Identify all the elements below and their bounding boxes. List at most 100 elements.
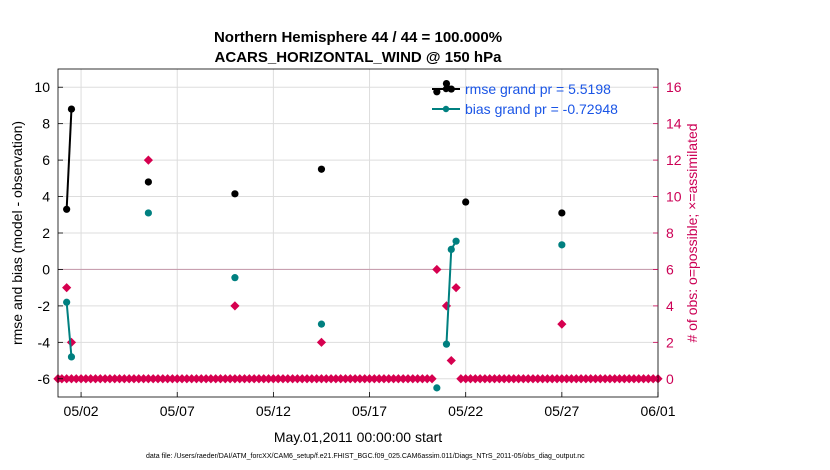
obs-count-zero-marker <box>369 374 379 384</box>
legend-bias-marker <box>442 105 450 113</box>
obs-count-zero-marker <box>533 374 543 384</box>
obs-count-zero-marker <box>461 374 471 384</box>
obs-count-zero-marker <box>158 374 168 384</box>
obs-count-zero-marker <box>331 374 341 384</box>
obs-count-zero-marker <box>143 374 153 384</box>
y-tick-label: 2 <box>42 225 50 241</box>
obs-count-marker <box>451 283 461 293</box>
footer-data-file: data file: /Users/raeder/DAI/ATM_forcXX/… <box>146 453 585 460</box>
y-tick-label: -4 <box>38 334 51 350</box>
obs-count-zero-marker <box>312 374 322 384</box>
obs-count-zero-marker <box>398 374 408 384</box>
obs-count-zero-marker <box>211 374 221 384</box>
obs-count-zero-marker <box>557 374 567 384</box>
bias-point <box>452 237 460 245</box>
obs-count-zero-marker <box>528 374 538 384</box>
obs-count-zero-marker <box>307 374 317 384</box>
obs-count-zero-marker <box>408 374 418 384</box>
obs-count-zero-marker <box>172 374 182 384</box>
obs-count-zero-marker <box>321 374 331 384</box>
obs-count-marker <box>62 283 72 293</box>
obs-count-zero-marker <box>268 374 278 384</box>
obs-count-zero-marker <box>586 374 596 384</box>
rmse-point <box>231 190 239 198</box>
grid <box>58 69 659 397</box>
obs-count-zero-marker <box>273 374 283 384</box>
obs-count-zero-marker <box>124 374 134 384</box>
bias-point <box>317 320 326 328</box>
obs-count-zero-marker <box>480 374 490 384</box>
obs-count-zero-marker <box>499 374 509 384</box>
obs-count-zero-marker <box>513 374 524 384</box>
obs-count-zero-marker <box>163 374 173 384</box>
x-tick-label: 05/07 <box>160 403 195 419</box>
y-tick-label: 10 <box>34 79 50 95</box>
obs-count-zero-marker <box>71 374 81 384</box>
obs-count-zero-marker <box>523 374 533 384</box>
y-right-tick-label: 16 <box>666 79 682 95</box>
obs-count-zero-marker <box>259 374 269 384</box>
obs-count-zero-marker <box>220 374 230 384</box>
obs-count-zero-marker <box>355 374 365 384</box>
bias-point <box>67 353 76 361</box>
chart-title: Northern Hemisphere 44 / 44 = 100.000% <box>214 29 502 46</box>
obs-count-zero-marker <box>552 374 562 384</box>
obs-count-zero-marker <box>494 374 504 384</box>
obs-count-zero-marker <box>374 374 384 384</box>
obs-count-zero-marker <box>350 374 360 384</box>
obs-count-zero-marker <box>571 374 581 384</box>
obs-count-zero-marker <box>403 374 413 384</box>
y-tick-label: 6 <box>42 152 50 168</box>
obs-count-zero-marker <box>388 374 399 384</box>
y-right-tick-label: 8 <box>666 225 674 241</box>
legend-bias-label: bias grand pr = -0.72948 <box>465 101 618 117</box>
obs-count-marker <box>446 355 456 366</box>
obs-count-zero-marker <box>465 374 476 384</box>
obs-count-zero-marker <box>634 374 644 384</box>
obs-count-marker <box>441 301 452 311</box>
chart-subtitle: ACARS_HORIZONTAL_WIND @ 150 hPa <box>215 49 503 66</box>
obs-count-zero-marker <box>364 374 375 384</box>
obs-count-zero-marker <box>278 374 288 384</box>
obs-count-zero-marker <box>504 374 514 384</box>
obs-count-zero-marker <box>581 374 591 384</box>
obs-count-zero-marker <box>379 374 389 384</box>
y-right-tick-label: 14 <box>666 116 682 132</box>
y-right-tick-label: 10 <box>666 189 682 205</box>
obs-count-zero-marker <box>86 374 96 384</box>
x-tick-label: 05/12 <box>256 403 291 419</box>
obs-count-marker <box>557 319 567 329</box>
y-tick-label: 0 <box>42 261 50 277</box>
obs-count-zero-marker <box>610 374 620 384</box>
rmse-line <box>65 109 73 210</box>
obs-count-zero-marker <box>470 374 480 384</box>
obs-count-zero-marker <box>191 374 202 384</box>
obs-count-zero-marker <box>134 374 144 384</box>
series-layer <box>53 79 663 392</box>
rmse-point <box>63 205 71 213</box>
obs-count-marker <box>230 301 240 311</box>
obs-count-zero-marker <box>345 374 355 384</box>
legend-rmse-marker <box>442 85 450 93</box>
obs-count-zero-marker <box>417 374 428 384</box>
obs-count-zero-marker <box>427 374 437 384</box>
obs-count-zero-marker <box>336 374 346 384</box>
obs-count-zero-marker <box>66 374 77 384</box>
obs-count-zero-marker <box>239 374 250 384</box>
x-tick-label: 05/17 <box>352 403 387 419</box>
obs-count-zero-marker <box>326 374 336 384</box>
y-axis-right-label: # of obs: o=possible; ×=assimilated <box>684 123 700 342</box>
bias-point <box>231 274 239 282</box>
obs-count-zero-marker <box>182 374 192 384</box>
obs-count-zero-marker <box>489 374 500 384</box>
y-tick-label: 8 <box>42 116 50 132</box>
y-right-tick-label: 0 <box>666 371 674 387</box>
y-axis-label: rmse and bias (model - observation) <box>9 121 25 345</box>
obs-count-zero-marker <box>225 374 235 384</box>
obs-count-zero-marker <box>215 374 226 384</box>
obs-count-zero-marker <box>283 374 293 384</box>
obs-count-zero-marker <box>624 374 634 384</box>
obs-count-zero-marker <box>235 374 245 384</box>
obs-count-zero-marker <box>475 374 485 384</box>
